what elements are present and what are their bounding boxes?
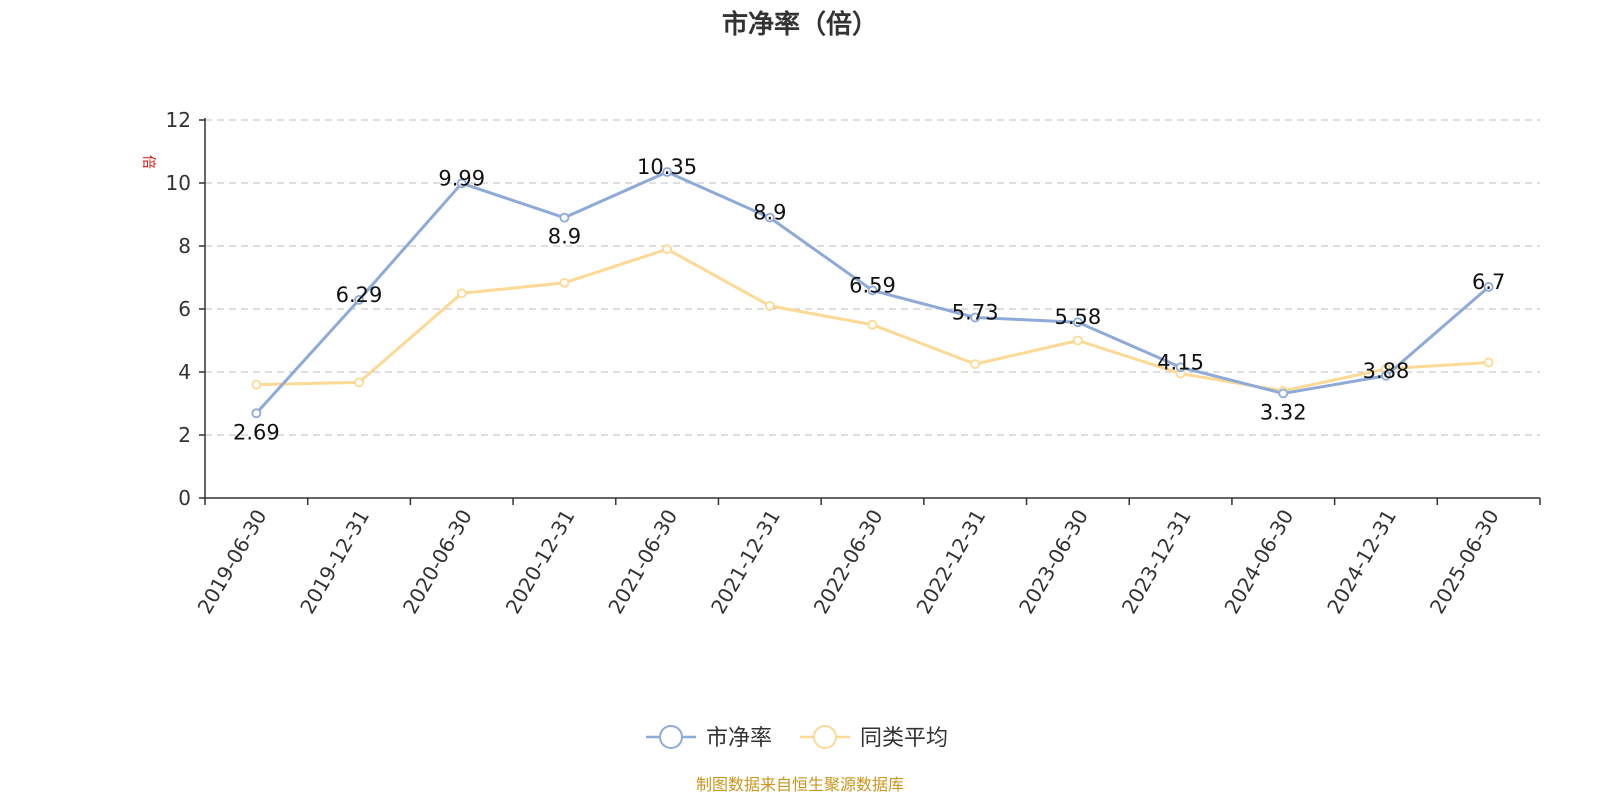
data-label: 2.69	[233, 420, 280, 444]
x-tick-label: 2022-06-30	[809, 505, 888, 618]
x-tick-label: 2024-06-30	[1219, 505, 1298, 618]
data-label: 4.15	[1157, 350, 1204, 374]
x-tick-label: 2019-06-30	[193, 505, 272, 618]
data-label: 3.32	[1260, 400, 1307, 424]
y-tick-label: 4	[178, 360, 191, 384]
data-label: 5.58	[1055, 305, 1102, 329]
data-label: 6.29	[336, 283, 383, 307]
data-point-0[interactable]	[1483, 282, 1494, 292]
legend-label: 市净率	[706, 726, 772, 751]
legend-label: 同类平均	[860, 726, 948, 751]
x-tick-label: 2019-12-31	[295, 505, 374, 618]
data-label: 8.9	[548, 225, 581, 249]
data-point-0[interactable]	[867, 285, 878, 296]
data-label: 6.7	[1472, 270, 1505, 294]
x-tick-label: 2022-12-31	[911, 505, 990, 618]
data-point-1[interactable]	[251, 379, 262, 390]
y-tick-label: 0	[178, 486, 191, 510]
data-point-0[interactable]	[559, 212, 570, 223]
x-tick-label: 2021-12-31	[706, 505, 785, 618]
data-label: 10.35	[637, 155, 697, 179]
data-point-0[interactable]	[970, 312, 981, 323]
x-tick-label: 2024-12-31	[1322, 505, 1401, 618]
grid-lines	[205, 119, 1540, 436]
data-point-0[interactable]	[1072, 317, 1083, 328]
data-label: 6.59	[849, 273, 896, 297]
y-tick-label: 8	[178, 234, 191, 258]
legend-marker	[659, 725, 683, 749]
data-point-1[interactable]	[867, 319, 878, 330]
data-label: 9.99	[438, 166, 485, 190]
data-labels: 2.69 6.29 9.99 8.9 10.35 8.9 6.59 5.73 5.58 4.15 3…	[233, 155, 1505, 444]
y-unit-label: 倍	[140, 155, 156, 169]
data-point-0[interactable]	[1381, 370, 1391, 381]
x-tick-label: 2023-12-31	[1117, 505, 1196, 618]
y-tick-label: 2	[178, 423, 191, 447]
data-point-1[interactable]	[1483, 357, 1494, 368]
data-label: 3.88	[1363, 359, 1410, 383]
source-note: 制图数据来自恒生聚源数据库	[696, 775, 904, 794]
data-point-1[interactable]	[764, 300, 775, 311]
axes	[204, 118, 1540, 499]
data-point-0[interactable]	[354, 294, 364, 305]
y-axis-ticks: 0 2 4 6 8 10 12	[166, 108, 205, 510]
y-tick-label: 10	[166, 171, 191, 195]
chart-title: 市净率（倍）	[722, 9, 878, 40]
legend-item-0[interactable]: 市净率	[646, 725, 772, 751]
legend-marker	[813, 725, 837, 749]
data-point-0[interactable]	[1278, 388, 1289, 399]
legend-item-1[interactable]: 同类平均	[800, 725, 948, 751]
x-axis-ticks: 2019-06-30 2019-12-31 2020-06-30 2020-12-31…	[193, 498, 1541, 618]
data-label: 8.9	[753, 201, 786, 225]
data-point-0[interactable]	[456, 178, 467, 189]
x-tick-label: 2020-06-30	[398, 505, 477, 618]
x-tick-label: 2020-12-31	[501, 505, 580, 618]
x-tick-label: 2025-06-30	[1425, 505, 1504, 618]
x-tick-label: 2023-06-30	[1014, 505, 1093, 618]
legend[interactable]: 市净率 同类平均	[646, 725, 948, 751]
data-point-0[interactable]	[1175, 362, 1186, 373]
data-point-0[interactable]	[251, 408, 262, 419]
data-point-1[interactable]	[456, 288, 467, 299]
x-tick-label: 2021-06-30	[603, 505, 682, 618]
data-point-1[interactable]	[662, 244, 673, 255]
series-points	[251, 167, 1494, 419]
data-point-1[interactable]	[559, 277, 570, 288]
y-tick-label: 6	[178, 297, 191, 321]
data-label: 5.73	[952, 301, 999, 325]
data-point-1[interactable]	[1072, 335, 1083, 346]
data-point-0[interactable]	[662, 167, 673, 177]
data-point-0[interactable]	[764, 212, 775, 223]
y-tick-label: 12	[166, 108, 191, 132]
data-point-1[interactable]	[970, 359, 981, 370]
data-point-1[interactable]	[354, 377, 364, 388]
